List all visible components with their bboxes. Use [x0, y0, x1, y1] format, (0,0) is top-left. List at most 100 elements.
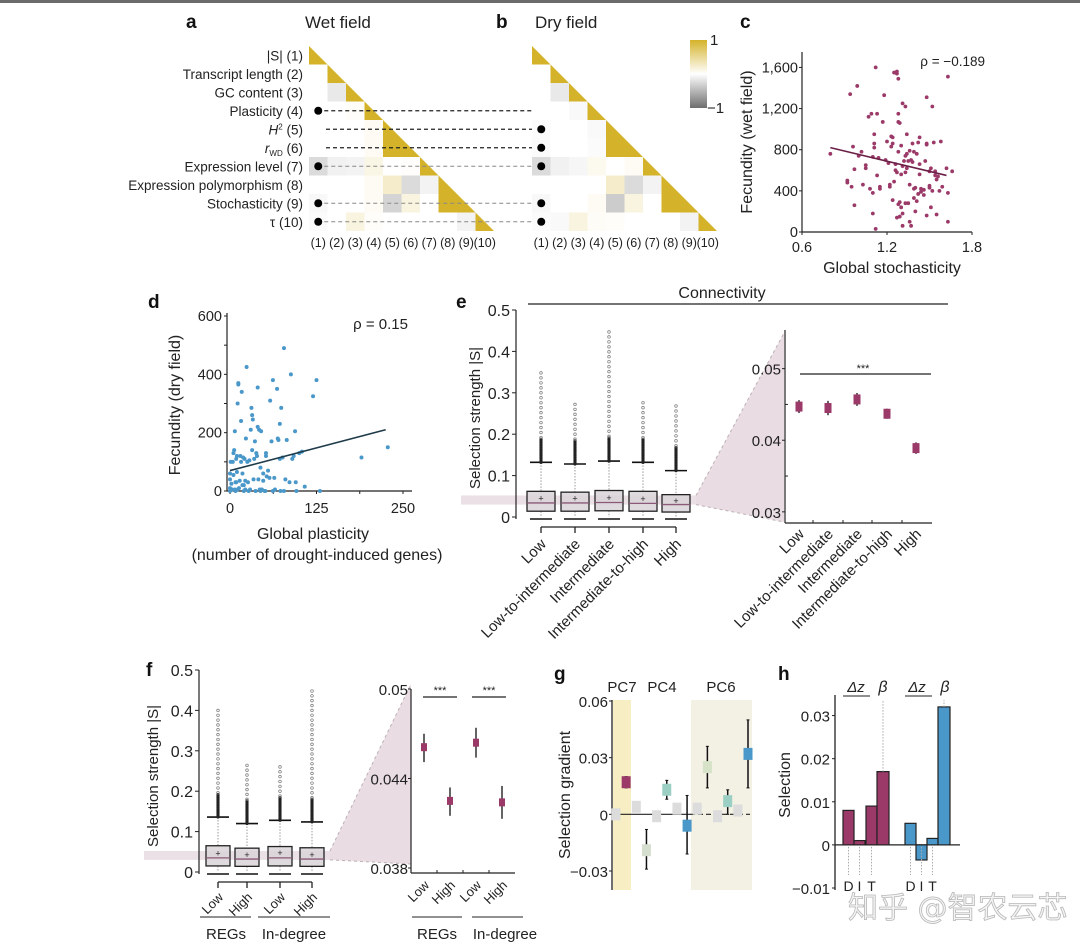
heatmap-cell: [327, 83, 346, 102]
outlier-point: [310, 791, 314, 795]
outlier-point: [216, 728, 220, 732]
scatter-point: [255, 385, 260, 390]
selection-bar: [865, 805, 878, 846]
panel-label-d: d: [148, 292, 160, 313]
mean-marker: [824, 403, 832, 414]
scatter-point: [869, 111, 874, 116]
y-axis-label: Selection strength |S|: [145, 705, 162, 847]
scatter-point: [927, 185, 932, 190]
scatter-point: [929, 166, 933, 171]
outlier-point: [607, 399, 611, 404]
outlier-point: [674, 414, 678, 418]
scatter-point: [293, 480, 298, 485]
inset-x-category-label: Low: [457, 877, 485, 905]
heatmap-diagonal-cell: [346, 83, 365, 102]
scatter-point: [892, 179, 896, 184]
heatmap-diagonal-cell: [438, 175, 457, 194]
x-tick-label: 1.8: [962, 240, 982, 256]
zoom-wedge-edge: [695, 332, 785, 496]
scatter-point: [896, 149, 901, 154]
outlier-point: [674, 439, 678, 443]
scatter-point: [234, 470, 239, 475]
scatter-point: [921, 193, 926, 197]
heatmap-cell: [606, 175, 625, 194]
scatter-point: [929, 205, 933, 210]
heatmap-cell: [550, 175, 569, 194]
outlier-point: [310, 747, 314, 751]
heatmap-row-label: H2 (5): [269, 122, 303, 137]
heatmap-cell: [532, 101, 551, 120]
bar-category-label: T: [867, 878, 876, 894]
outlier-point: [310, 762, 314, 766]
scatter-point: [848, 92, 853, 97]
bar-category-label: D: [843, 878, 853, 894]
heatmap-cell: [309, 138, 328, 157]
heatmap-cell: [309, 120, 328, 139]
x-tick-label: 0: [226, 501, 234, 517]
outlier-point: [216, 771, 220, 776]
significance-dot: [314, 162, 323, 171]
y-tick-label: 200: [198, 426, 222, 442]
mean-marker: +: [538, 493, 543, 503]
outlier-point: [310, 757, 314, 761]
y-tick-label: 0.3: [171, 744, 193, 761]
scatter-point: [870, 191, 875, 195]
y-tick-label: 600: [198, 309, 222, 325]
heatmap-cell: [587, 175, 606, 194]
y-tick-label: 0.01: [801, 795, 830, 812]
scatter-point: [890, 135, 895, 140]
box: [267, 845, 293, 867]
panel-label-b: b: [496, 12, 508, 33]
mean-marker: [447, 796, 453, 805]
heatmap-cell: [309, 83, 328, 102]
scatter-point: [900, 101, 905, 106]
x-category-label: Low: [199, 889, 227, 917]
outlier-point: [539, 406, 543, 410]
gradient-marker: [692, 802, 702, 815]
box: [205, 845, 231, 867]
heatmap-diagonal-cell: [587, 101, 606, 120]
outlier-point: [216, 708, 220, 713]
scatter-point: [875, 173, 879, 178]
scatter-point: [931, 140, 936, 145]
scatter-point: [910, 160, 915, 164]
outlier-point: [607, 414, 611, 419]
selection-bar: [876, 770, 890, 846]
scatter-point: [895, 69, 899, 74]
inset-x-category-label: Low: [405, 877, 433, 905]
mean-marker: [499, 798, 505, 807]
heatmap-col-label: (4): [589, 236, 604, 250]
heatmap-cell: [364, 138, 383, 157]
scatter-point: [937, 188, 942, 193]
heatmap-cell: [346, 175, 365, 194]
heatmap-a-title: Wet field: [305, 13, 371, 32]
heatmap-cell: [643, 194, 662, 213]
heatmap-cell: [569, 157, 588, 176]
heatmap-col-label: (9): [459, 236, 474, 250]
heatmap-cell: [309, 175, 328, 194]
gradient-marker: [611, 808, 621, 821]
outlier-point: [216, 713, 220, 717]
scatter-point: [903, 201, 908, 206]
outlier-point: [310, 689, 314, 693]
scatter-point: [230, 459, 235, 464]
scatter-point: [906, 201, 911, 206]
mean-marker: [421, 743, 427, 752]
scatter-point: [263, 489, 268, 493]
outlier-point: [245, 768, 249, 772]
outlier-point: [641, 411, 645, 415]
heatmap-row-label: Stochasticity (9): [207, 196, 303, 211]
selection-bar: [926, 837, 939, 846]
outlier-point: [573, 427, 577, 431]
colorbar-rect: [690, 40, 707, 108]
heatmap-col-label: (7): [422, 236, 437, 250]
scatter-point: [863, 163, 868, 168]
heatmap-cell: [606, 212, 625, 231]
x-tick-label: 125: [304, 501, 328, 517]
heatmap-diagonal-cell: [475, 212, 494, 231]
scatter-point: [889, 144, 894, 149]
box: [234, 847, 260, 867]
outlier-point: [607, 424, 611, 428]
scatter-point: [239, 459, 244, 464]
scatter-point: [256, 477, 261, 482]
